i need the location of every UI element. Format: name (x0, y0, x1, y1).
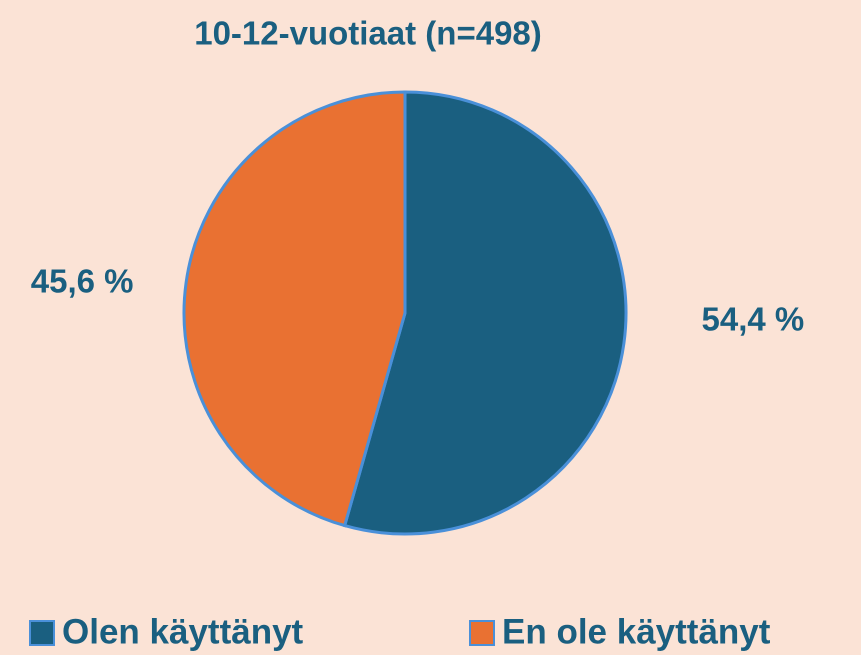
data-label: 54,4 % (702, 301, 805, 338)
chart-title: 10-12-vuotiaat (n=498) (194, 15, 542, 52)
legend-label: En ole käyttänyt (502, 612, 771, 651)
data-label: 45,6 % (31, 263, 134, 300)
legend-swatch (29, 620, 55, 646)
pie-slice (342, 90, 628, 536)
pie-slice (182, 90, 407, 528)
legend-swatch (469, 620, 495, 646)
legend-label: Olen käyttänyt (62, 612, 304, 651)
